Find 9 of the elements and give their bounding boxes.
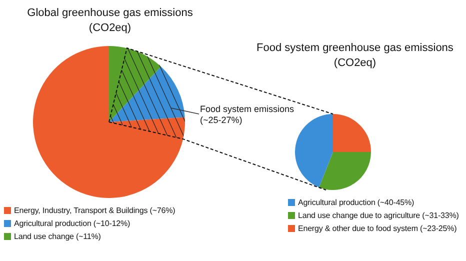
- chart-title: Food system greenhouse gas emissions (CO2eq): [256, 41, 454, 71]
- legend-label: Energy & other due to food system (~23-25%): [298, 224, 457, 233]
- text: Food system emissions (~25-27%): [200, 104, 294, 126]
- legend-label: Agricultural production (~40-45%): [298, 198, 414, 207]
- legend-label: Energy, Industry, Transport & Buildings (~76%): [14, 206, 176, 215]
- legend-label: Agricultural production (~10-12%): [14, 219, 130, 228]
- chart-title: Global greenhouse gas emissions (CO2eq): [26, 6, 194, 36]
- legend-label: Land use change (~11%): [14, 232, 101, 241]
- legend-label: Land use change due to agriculture (~31-33%): [298, 211, 459, 220]
